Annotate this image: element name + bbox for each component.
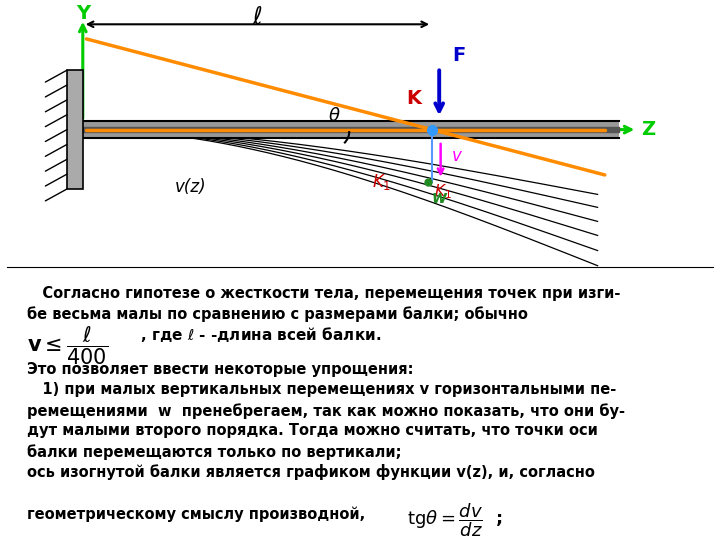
Text: геометрическому смыслу производной,: геометрическому смыслу производной, [27, 507, 366, 522]
Text: Y: Y [76, 4, 90, 23]
Text: ось изогнутой балки является графиком функции v(z), и, согласно: ось изогнутой балки является графиком фу… [27, 464, 595, 481]
Text: $K_1$: $K_1$ [434, 182, 452, 200]
Text: w: w [431, 189, 447, 207]
Text: 1) при малых вертикальных перемещениях v горизонтальными пе-: 1) при малых вертикальных перемещениях v… [27, 382, 616, 397]
Text: v: v [452, 147, 462, 165]
Text: Согласно гипотезе о жесткости тела, перемещения точек при изги-: Согласно гипотезе о жесткости тела, пере… [27, 286, 621, 301]
Text: бе весьма малы по сравнению с размерами балки; обычно: бе весьма малы по сравнению с размерами … [27, 307, 528, 322]
Text: Это позволяет ввести некоторые упрощения:: Это позволяет ввести некоторые упрощения… [27, 362, 414, 377]
Text: ремещениями  w  пренебрегаем, так как можно показать, что они бу-: ремещениями w пренебрегаем, так как можн… [27, 403, 626, 418]
Text: $\theta$: $\theta$ [328, 107, 341, 125]
Polygon shape [83, 121, 619, 138]
Text: $\mathrm{tg}\theta = \dfrac{dv}{dz}$  ;: $\mathrm{tg}\theta = \dfrac{dv}{dz}$ ; [407, 501, 503, 539]
Text: K: K [407, 89, 421, 107]
Text: F: F [452, 46, 465, 65]
Text: $K_1$: $K_1$ [372, 172, 391, 192]
Text: балки перемещаются только по вертикали;: балки перемещаются только по вертикали; [27, 444, 402, 460]
Text: $\mathbf{v} \leq \dfrac{\ell}{400}$: $\mathbf{v} \leq \dfrac{\ell}{400}$ [27, 324, 109, 367]
Text: $\ell$: $\ell$ [252, 6, 263, 29]
Polygon shape [67, 70, 83, 189]
Text: дут малыми второго порядка. Тогда можно считать, что точки оси: дут малыми второго порядка. Тогда можно … [27, 423, 598, 438]
Text: v(z): v(z) [175, 178, 207, 195]
Text: Z: Z [641, 120, 655, 139]
Text: , где $\ell$ - -длина всей балки.: , где $\ell$ - -длина всей балки. [140, 325, 382, 344]
